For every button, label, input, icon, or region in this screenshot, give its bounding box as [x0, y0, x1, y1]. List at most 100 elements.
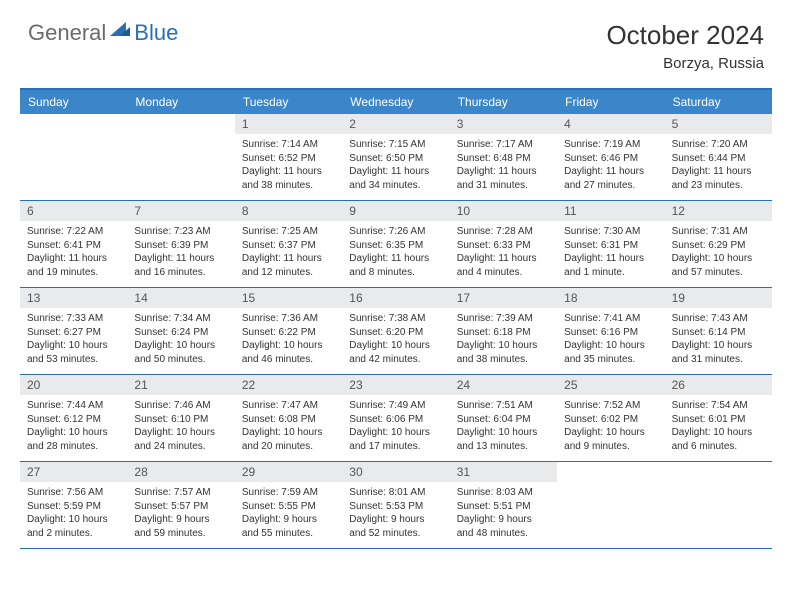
day-number: 29 [235, 462, 342, 482]
logo: General Blue [28, 20, 178, 46]
day-cell-16: 16Sunrise: 7:38 AMSunset: 6:20 PMDayligh… [342, 288, 449, 374]
day-cell-20: 20Sunrise: 7:44 AMSunset: 6:12 PMDayligh… [20, 375, 127, 461]
day-number: 23 [342, 375, 449, 395]
day-number: 27 [20, 462, 127, 482]
day-number: 17 [450, 288, 557, 308]
day-number: 19 [665, 288, 772, 308]
day-cell-5: 5Sunrise: 7:20 AMSunset: 6:44 PMDaylight… [665, 114, 772, 200]
day-number: 18 [557, 288, 664, 308]
day-number: 6 [20, 201, 127, 221]
day-cell-29: 29Sunrise: 7:59 AMSunset: 5:55 PMDayligh… [235, 462, 342, 548]
day-content: Sunrise: 7:36 AMSunset: 6:22 PMDaylight:… [235, 308, 342, 372]
day-cell-9: 9Sunrise: 7:26 AMSunset: 6:35 PMDaylight… [342, 201, 449, 287]
day-number: 1 [235, 114, 342, 134]
day-number: 10 [450, 201, 557, 221]
day-content: Sunrise: 7:30 AMSunset: 6:31 PMDaylight:… [557, 221, 664, 285]
day-content: Sunrise: 7:59 AMSunset: 5:55 PMDaylight:… [235, 482, 342, 546]
day-number [20, 114, 127, 134]
logo-text-general: General [28, 20, 106, 46]
week-row: 27Sunrise: 7:56 AMSunset: 5:59 PMDayligh… [20, 462, 772, 549]
day-number: 4 [557, 114, 664, 134]
day-content: Sunrise: 7:19 AMSunset: 6:46 PMDaylight:… [557, 134, 664, 198]
dow-friday: Friday [557, 90, 664, 114]
dow-monday: Monday [127, 90, 234, 114]
day-cell-19: 19Sunrise: 7:43 AMSunset: 6:14 PMDayligh… [665, 288, 772, 374]
day-content: Sunrise: 7:47 AMSunset: 6:08 PMDaylight:… [235, 395, 342, 459]
day-number: 20 [20, 375, 127, 395]
day-number [127, 114, 234, 134]
calendar: SundayMondayTuesdayWednesdayThursdayFrid… [20, 88, 772, 549]
day-cell-8: 8Sunrise: 7:25 AMSunset: 6:37 PMDaylight… [235, 201, 342, 287]
day-cell-2: 2Sunrise: 7:15 AMSunset: 6:50 PMDaylight… [342, 114, 449, 200]
day-cell-21: 21Sunrise: 7:46 AMSunset: 6:10 PMDayligh… [127, 375, 234, 461]
day-cell-3: 3Sunrise: 7:17 AMSunset: 6:48 PMDaylight… [450, 114, 557, 200]
location: Borzya, Russia [606, 55, 764, 72]
day-content: Sunrise: 7:23 AMSunset: 6:39 PMDaylight:… [127, 221, 234, 285]
title-block: October 2024 Borzya, Russia [606, 20, 764, 72]
day-cell-18: 18Sunrise: 7:41 AMSunset: 6:16 PMDayligh… [557, 288, 664, 374]
day-cell-1: 1Sunrise: 7:14 AMSunset: 6:52 PMDaylight… [235, 114, 342, 200]
day-cell-17: 17Sunrise: 7:39 AMSunset: 6:18 PMDayligh… [450, 288, 557, 374]
day-number: 22 [235, 375, 342, 395]
day-content: Sunrise: 7:39 AMSunset: 6:18 PMDaylight:… [450, 308, 557, 372]
day-content: Sunrise: 7:31 AMSunset: 6:29 PMDaylight:… [665, 221, 772, 285]
week-row: 1Sunrise: 7:14 AMSunset: 6:52 PMDaylight… [20, 114, 772, 201]
empty-cell [20, 114, 127, 200]
day-content: Sunrise: 7:49 AMSunset: 6:06 PMDaylight:… [342, 395, 449, 459]
day-content: Sunrise: 7:25 AMSunset: 6:37 PMDaylight:… [235, 221, 342, 285]
day-cell-13: 13Sunrise: 7:33 AMSunset: 6:27 PMDayligh… [20, 288, 127, 374]
day-number [557, 462, 664, 482]
logo-triangle-icon [110, 20, 132, 43]
header: General Blue October 2024 Borzya, Russia [0, 0, 792, 80]
day-number: 11 [557, 201, 664, 221]
day-cell-31: 31Sunrise: 8:03 AMSunset: 5:51 PMDayligh… [450, 462, 557, 548]
day-cell-24: 24Sunrise: 7:51 AMSunset: 6:04 PMDayligh… [450, 375, 557, 461]
week-row: 20Sunrise: 7:44 AMSunset: 6:12 PMDayligh… [20, 375, 772, 462]
day-cell-11: 11Sunrise: 7:30 AMSunset: 6:31 PMDayligh… [557, 201, 664, 287]
day-content: Sunrise: 8:01 AMSunset: 5:53 PMDaylight:… [342, 482, 449, 546]
day-number: 9 [342, 201, 449, 221]
day-content: Sunrise: 7:52 AMSunset: 6:02 PMDaylight:… [557, 395, 664, 459]
day-number: 24 [450, 375, 557, 395]
day-content: Sunrise: 7:28 AMSunset: 6:33 PMDaylight:… [450, 221, 557, 285]
dow-wednesday: Wednesday [342, 90, 449, 114]
day-cell-25: 25Sunrise: 7:52 AMSunset: 6:02 PMDayligh… [557, 375, 664, 461]
empty-cell [557, 462, 664, 548]
day-content: Sunrise: 7:44 AMSunset: 6:12 PMDaylight:… [20, 395, 127, 459]
day-content: Sunrise: 8:03 AMSunset: 5:51 PMDaylight:… [450, 482, 557, 546]
week-row: 13Sunrise: 7:33 AMSunset: 6:27 PMDayligh… [20, 288, 772, 375]
day-cell-6: 6Sunrise: 7:22 AMSunset: 6:41 PMDaylight… [20, 201, 127, 287]
day-number: 2 [342, 114, 449, 134]
day-cell-26: 26Sunrise: 7:54 AMSunset: 6:01 PMDayligh… [665, 375, 772, 461]
logo-text-blue: Blue [134, 20, 178, 46]
day-number: 31 [450, 462, 557, 482]
day-content: Sunrise: 7:38 AMSunset: 6:20 PMDaylight:… [342, 308, 449, 372]
day-content: Sunrise: 7:22 AMSunset: 6:41 PMDaylight:… [20, 221, 127, 285]
empty-cell [127, 114, 234, 200]
day-number: 3 [450, 114, 557, 134]
day-content: Sunrise: 7:56 AMSunset: 5:59 PMDaylight:… [20, 482, 127, 546]
dow-tuesday: Tuesday [235, 90, 342, 114]
day-number: 12 [665, 201, 772, 221]
day-number: 7 [127, 201, 234, 221]
month-title: October 2024 [606, 20, 764, 51]
day-content: Sunrise: 7:51 AMSunset: 6:04 PMDaylight:… [450, 395, 557, 459]
day-content: Sunrise: 7:46 AMSunset: 6:10 PMDaylight:… [127, 395, 234, 459]
day-content: Sunrise: 7:34 AMSunset: 6:24 PMDaylight:… [127, 308, 234, 372]
empty-cell [665, 462, 772, 548]
day-content: Sunrise: 7:26 AMSunset: 6:35 PMDaylight:… [342, 221, 449, 285]
dow-thursday: Thursday [450, 90, 557, 114]
day-content: Sunrise: 7:14 AMSunset: 6:52 PMDaylight:… [235, 134, 342, 198]
day-cell-30: 30Sunrise: 8:01 AMSunset: 5:53 PMDayligh… [342, 462, 449, 548]
day-number: 5 [665, 114, 772, 134]
day-cell-12: 12Sunrise: 7:31 AMSunset: 6:29 PMDayligh… [665, 201, 772, 287]
day-cell-4: 4Sunrise: 7:19 AMSunset: 6:46 PMDaylight… [557, 114, 664, 200]
dow-sunday: Sunday [20, 90, 127, 114]
day-number: 16 [342, 288, 449, 308]
day-content: Sunrise: 7:57 AMSunset: 5:57 PMDaylight:… [127, 482, 234, 546]
day-content: Sunrise: 7:17 AMSunset: 6:48 PMDaylight:… [450, 134, 557, 198]
day-content: Sunrise: 7:20 AMSunset: 6:44 PMDaylight:… [665, 134, 772, 198]
day-number: 14 [127, 288, 234, 308]
day-of-week-row: SundayMondayTuesdayWednesdayThursdayFrid… [20, 90, 772, 114]
day-cell-10: 10Sunrise: 7:28 AMSunset: 6:33 PMDayligh… [450, 201, 557, 287]
